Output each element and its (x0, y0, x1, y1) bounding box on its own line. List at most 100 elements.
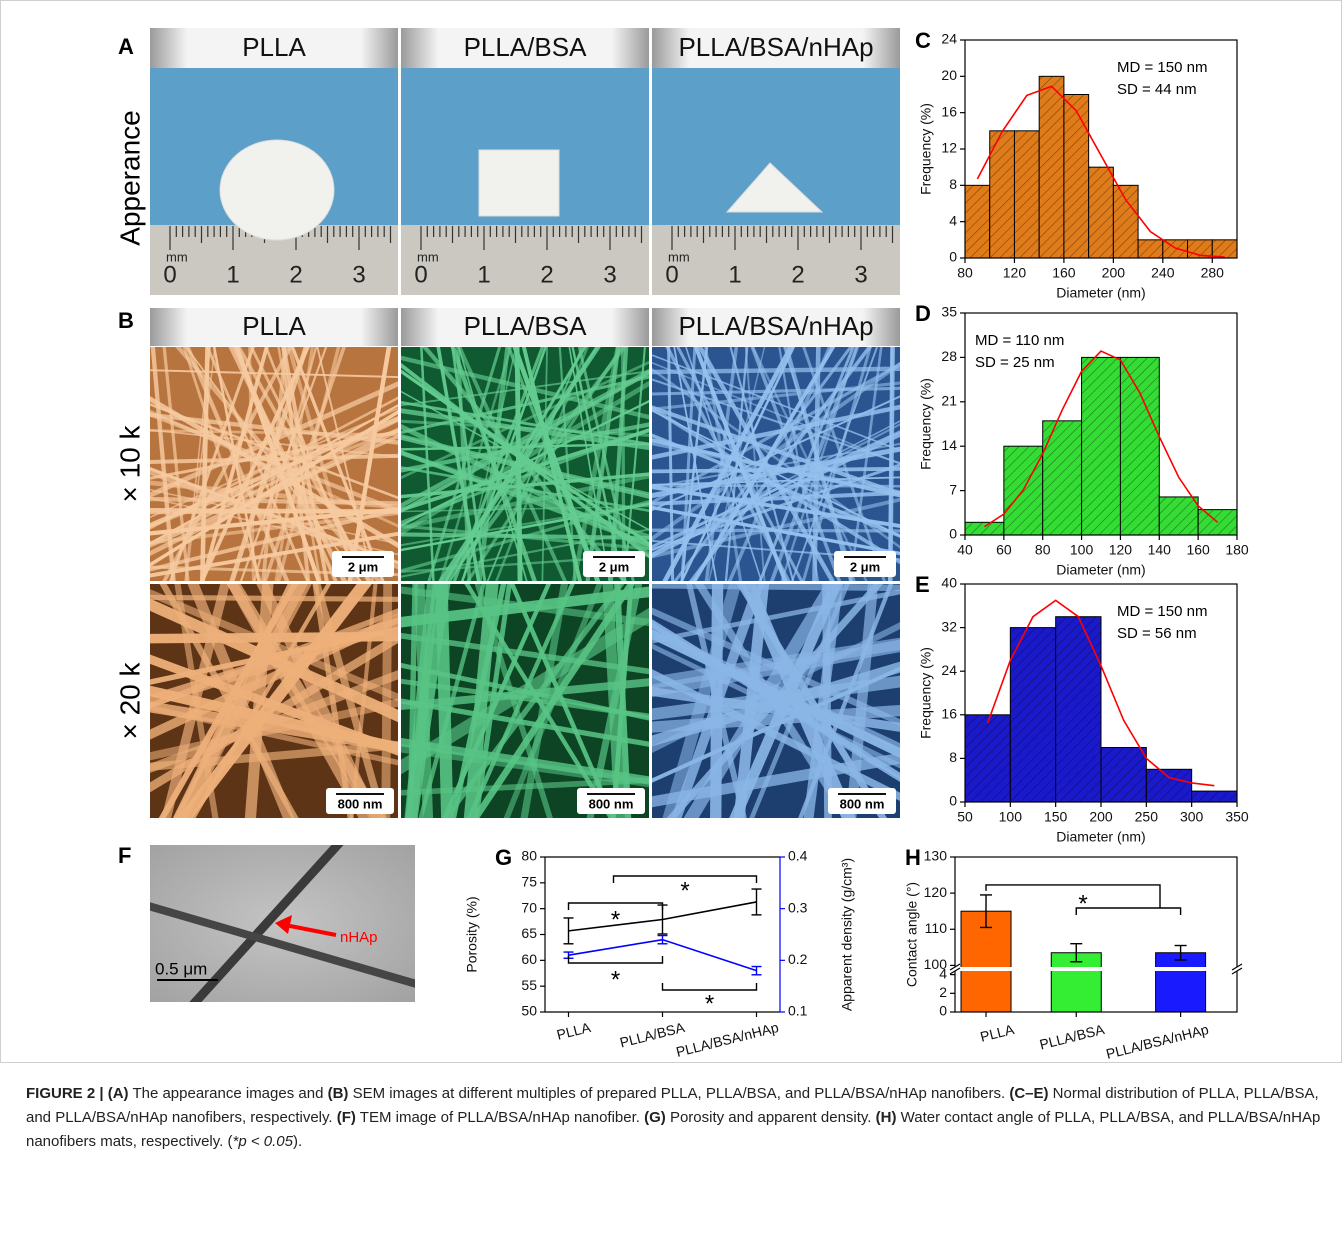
caption-text: (B) (328, 1085, 349, 1102)
y-tick-label: 4 (949, 212, 957, 228)
y-tick-label: 20 (941, 67, 957, 83)
caption-text: SEM images at different multiples of pre… (348, 1085, 1009, 1102)
histogram-bar (1113, 185, 1138, 258)
y-tick-label: 0 (949, 526, 957, 542)
caption: FIGURE 2 | (A) The appearance images and… (26, 1082, 1326, 1154)
scale-bar-label: 0.5 μm (155, 959, 207, 978)
x-tick-label: 180 (1225, 542, 1249, 558)
y-tick-label: 24 (941, 662, 957, 678)
y-tick-label: 32 (941, 618, 957, 634)
y-tick-label: 65 (521, 925, 537, 941)
x-tick-label: 100 (999, 809, 1023, 825)
ruler-label: 3 (854, 261, 867, 288)
y-tick-label: 55 (521, 977, 537, 993)
scale-bar-label: 800 nm (338, 796, 383, 811)
ruler-label: 0 (163, 261, 176, 288)
y-tick-label: 0 (939, 1003, 947, 1019)
x-tick-label: PLLA (979, 1021, 1017, 1045)
y-axis-label: Porosity (%) (464, 896, 480, 972)
panel-letter: C (915, 28, 931, 53)
y2-axis-label: Apparent density (g/cm³) (839, 858, 855, 1011)
y-tick-label: 12 (941, 140, 957, 156)
x-tick-label: PLLA/BSA (1038, 1021, 1107, 1053)
y-tick-label: 2 (939, 984, 947, 1000)
x-tick-label: 280 (1201, 265, 1225, 281)
significance-star: * (705, 990, 714, 1017)
annotation: MD = 150 nm (1117, 59, 1207, 76)
tem-annotation: nHAp (340, 929, 378, 946)
x-tick-label: 160 (1186, 542, 1210, 558)
annotation: MD = 150 nm (1117, 603, 1207, 620)
ruler-label: 2 (540, 261, 553, 288)
caption-text: ). (293, 1133, 302, 1150)
y-tick-label: 130 (924, 848, 948, 864)
histogram-bar (1039, 76, 1064, 258)
x-axis-label: Diameter (nm) (1056, 285, 1145, 301)
scale-bar-label: 800 nm (589, 796, 634, 811)
scale-bar-label: 2 μm (850, 559, 880, 574)
histogram-bar (1014, 131, 1039, 258)
column-header: PLLA/BSA/nHAp (678, 311, 873, 341)
significance-bracket (663, 983, 757, 990)
annotation: SD = 25 nm (975, 354, 1055, 371)
ruler-label: 0 (414, 261, 427, 288)
scale-bar-label: 2 μm (348, 559, 378, 574)
histogram-bar (965, 522, 1004, 535)
x-tick-label: 240 (1151, 265, 1175, 281)
y-axis-label: Frequency (%) (918, 378, 934, 470)
histogram-bar (1064, 95, 1089, 259)
y-tick-label: 14 (941, 437, 957, 453)
column-header: PLLA (242, 32, 306, 62)
histogram-bar (1043, 421, 1082, 535)
y2-tick-label: 0.1 (788, 1003, 808, 1019)
sample-square (479, 150, 559, 216)
y-tick-label: 21 (941, 393, 957, 409)
ruler-label: 1 (728, 261, 741, 288)
ruler-label: 1 (477, 261, 490, 288)
annotation: SD = 44 nm (1117, 81, 1197, 98)
row-label: × 10 k (114, 424, 145, 502)
scale-bar-label: 800 nm (840, 796, 885, 811)
panel-letter: G (495, 845, 512, 870)
caption-text: (F) (337, 1109, 356, 1126)
page-body: AApperancePLLAmm0123PLLA/BSAmm0123PLLA/B… (0, 0, 1342, 1236)
ruler-label: 3 (352, 261, 365, 288)
y-tick-label: 24 (941, 31, 957, 47)
column-header: PLLA/BSA (464, 311, 588, 341)
y2-tick-label: 0.4 (788, 848, 808, 864)
column-header: PLLA/BSA/nHAp (678, 32, 873, 62)
x-tick-label: 120 (1003, 265, 1027, 281)
significance-star: * (611, 966, 620, 993)
annotation: SD = 56 nm (1117, 625, 1197, 642)
y-tick-label: 110 (925, 920, 948, 936)
y-tick-label: 8 (949, 749, 957, 765)
x-axis-label: Diameter (nm) (1056, 829, 1145, 845)
row-label: × 20 k (114, 661, 145, 739)
x-axis-label: Diameter (nm) (1056, 562, 1145, 578)
x-tick-label: 200 (1102, 265, 1126, 281)
x-tick-label: 140 (1148, 542, 1172, 558)
x-tick-label: 120 (1109, 542, 1133, 558)
y-tick-label: 60 (521, 951, 537, 967)
histogram-bar (965, 185, 990, 258)
y-tick-label: 7 (949, 481, 957, 497)
x-tick-label: 160 (1052, 265, 1076, 281)
x-tick-label: 50 (957, 809, 973, 825)
histogram-bar (1146, 769, 1191, 802)
caption-text: (H) (876, 1109, 897, 1126)
sem-fiber (130, 510, 418, 511)
caption-text: (C–E) (1009, 1085, 1048, 1102)
x-tick-label: 80 (1035, 542, 1051, 558)
caption-text: *p < 0.05 (232, 1133, 292, 1150)
bar (1156, 953, 1206, 1012)
y-tick-label: 8 (949, 176, 957, 192)
x-tick-label: 60 (996, 542, 1012, 558)
y-tick-label: 40 (941, 575, 957, 591)
ruler-label: 2 (791, 261, 804, 288)
y2-tick-label: 0.3 (788, 899, 808, 915)
histogram-bar (1101, 748, 1146, 803)
histogram-bar (1192, 791, 1237, 802)
x-tick-label: PLLA (555, 1019, 593, 1043)
y-tick-label: 0 (949, 793, 957, 809)
histogram-bar (1159, 497, 1198, 535)
